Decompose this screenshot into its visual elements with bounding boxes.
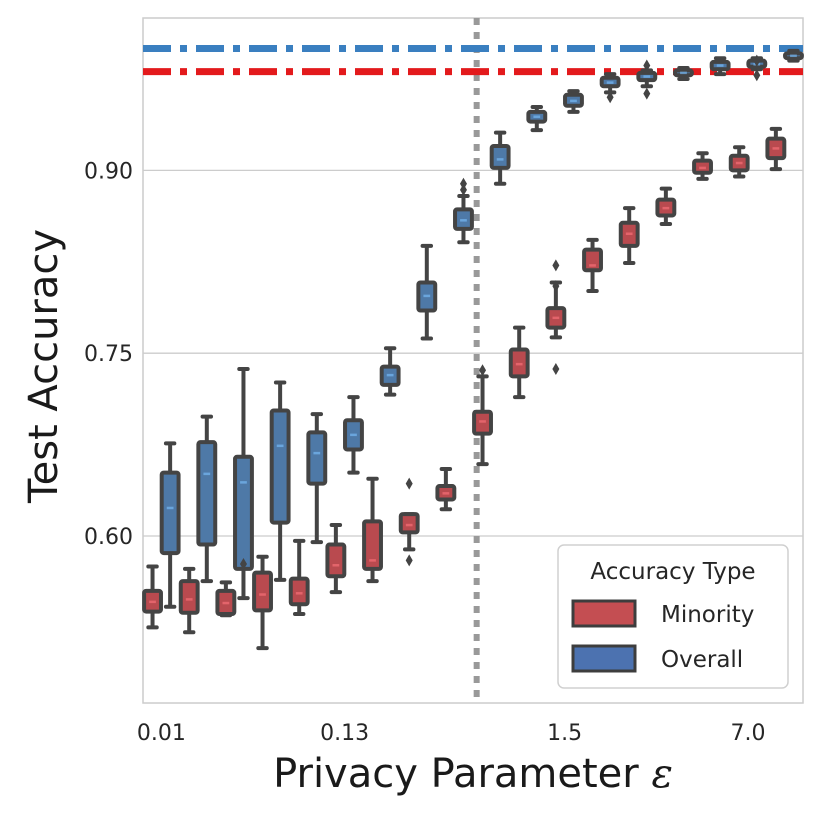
box-minority-12 — [582, 237, 603, 294]
outlier-point — [552, 259, 560, 272]
box-minority-5 — [325, 523, 347, 595]
box-overall-10 — [526, 104, 548, 133]
box-iqr — [489, 143, 511, 170]
box-overall-11 — [563, 89, 584, 114]
boxes — [142, 48, 804, 651]
box-overall-17 — [783, 48, 804, 63]
box-minority-13 — [618, 206, 640, 265]
x-tick-label: 1.5 — [547, 721, 582, 746]
box-iqr — [288, 576, 310, 607]
box-iqr — [582, 247, 603, 273]
box-iqr — [269, 408, 291, 525]
box-minority-1 — [178, 566, 200, 635]
box-minority-14 — [655, 186, 677, 226]
y-axis-label: Test Accuracy — [21, 229, 67, 504]
x-tick-label: 0.01 — [137, 721, 186, 746]
box-overall-14 — [673, 65, 694, 81]
box-overall-0 — [159, 441, 181, 609]
box-iqr — [306, 430, 328, 486]
box-overall-13 — [636, 59, 658, 100]
box-iqr — [398, 512, 420, 535]
box-overall-1 — [196, 414, 218, 584]
x-axis-label-symbol: ε — [651, 751, 672, 797]
box-overall-3 — [269, 380, 291, 582]
outlier-point — [459, 183, 467, 196]
box-iqr — [196, 440, 218, 547]
y-tick-label: 0.75 — [84, 342, 133, 367]
y-tick-label: 0.90 — [84, 159, 133, 184]
legend: Accuracy Type Minority Overall — [557, 544, 789, 689]
outlier-point — [643, 87, 651, 100]
box-overall-2 — [233, 367, 254, 601]
box-minority-6 — [362, 476, 383, 584]
legend-label-overall: Overall — [661, 647, 743, 673]
box-minority-4 — [288, 538, 310, 617]
box-minority-15 — [692, 151, 713, 181]
box-iqr — [233, 454, 254, 571]
box-minority-8 — [435, 466, 457, 512]
outlier-point — [552, 363, 560, 376]
legend-swatch-minority — [571, 599, 637, 628]
outlier-point — [479, 364, 487, 377]
legend-title: Accuracy Type — [590, 559, 755, 585]
box-overall-4 — [306, 412, 328, 545]
outlier-point — [643, 59, 651, 72]
legend-label-minority: Minority — [661, 602, 754, 628]
x-tick-label: 7.0 — [731, 721, 766, 746]
x-axis-label: Privacy Parameter ε — [273, 751, 673, 797]
box-minority-7 — [398, 477, 420, 567]
outlier-point — [405, 477, 413, 490]
box-minority-0 — [142, 564, 163, 630]
outlier-point — [552, 280, 560, 293]
box-iqr — [362, 519, 383, 571]
box-iqr — [252, 570, 273, 613]
box-overall-8 — [453, 177, 474, 245]
outlier-point — [405, 554, 413, 567]
outlier-point — [753, 69, 761, 82]
box-overall-15 — [709, 56, 731, 77]
x-tick-label: 0.13 — [320, 721, 369, 746]
tick-labels: 0.90 0.75 0.60 0.01 0.13 1.5 7.0 — [84, 159, 765, 746]
outlier-point — [459, 177, 467, 190]
legend-swatch-overall — [571, 644, 637, 673]
box-iqr — [325, 542, 347, 579]
box-overall-7 — [416, 243, 438, 341]
box-overall-9 — [489, 130, 511, 186]
box-minority-3 — [252, 554, 273, 651]
x-axis-label-text: Privacy Parameter — [273, 751, 639, 797]
outlier-point — [753, 54, 761, 67]
box-minority-9 — [472, 364, 493, 467]
box-minority-2 — [215, 580, 237, 618]
box-iqr — [178, 579, 200, 615]
box-minority-10 — [508, 325, 530, 400]
y-tick-label: 0.60 — [84, 525, 133, 550]
box-minority-11 — [545, 259, 567, 376]
outlier-point — [606, 91, 614, 104]
box-minority-17 — [765, 126, 787, 172]
box-overall-5 — [343, 395, 364, 475]
box-overall-12 — [599, 72, 621, 104]
box-overall-6 — [379, 346, 401, 397]
outlier-point — [239, 558, 247, 571]
box-iqr — [159, 470, 181, 556]
box-overall-16 — [746, 54, 768, 82]
box-minority-16 — [728, 145, 750, 179]
